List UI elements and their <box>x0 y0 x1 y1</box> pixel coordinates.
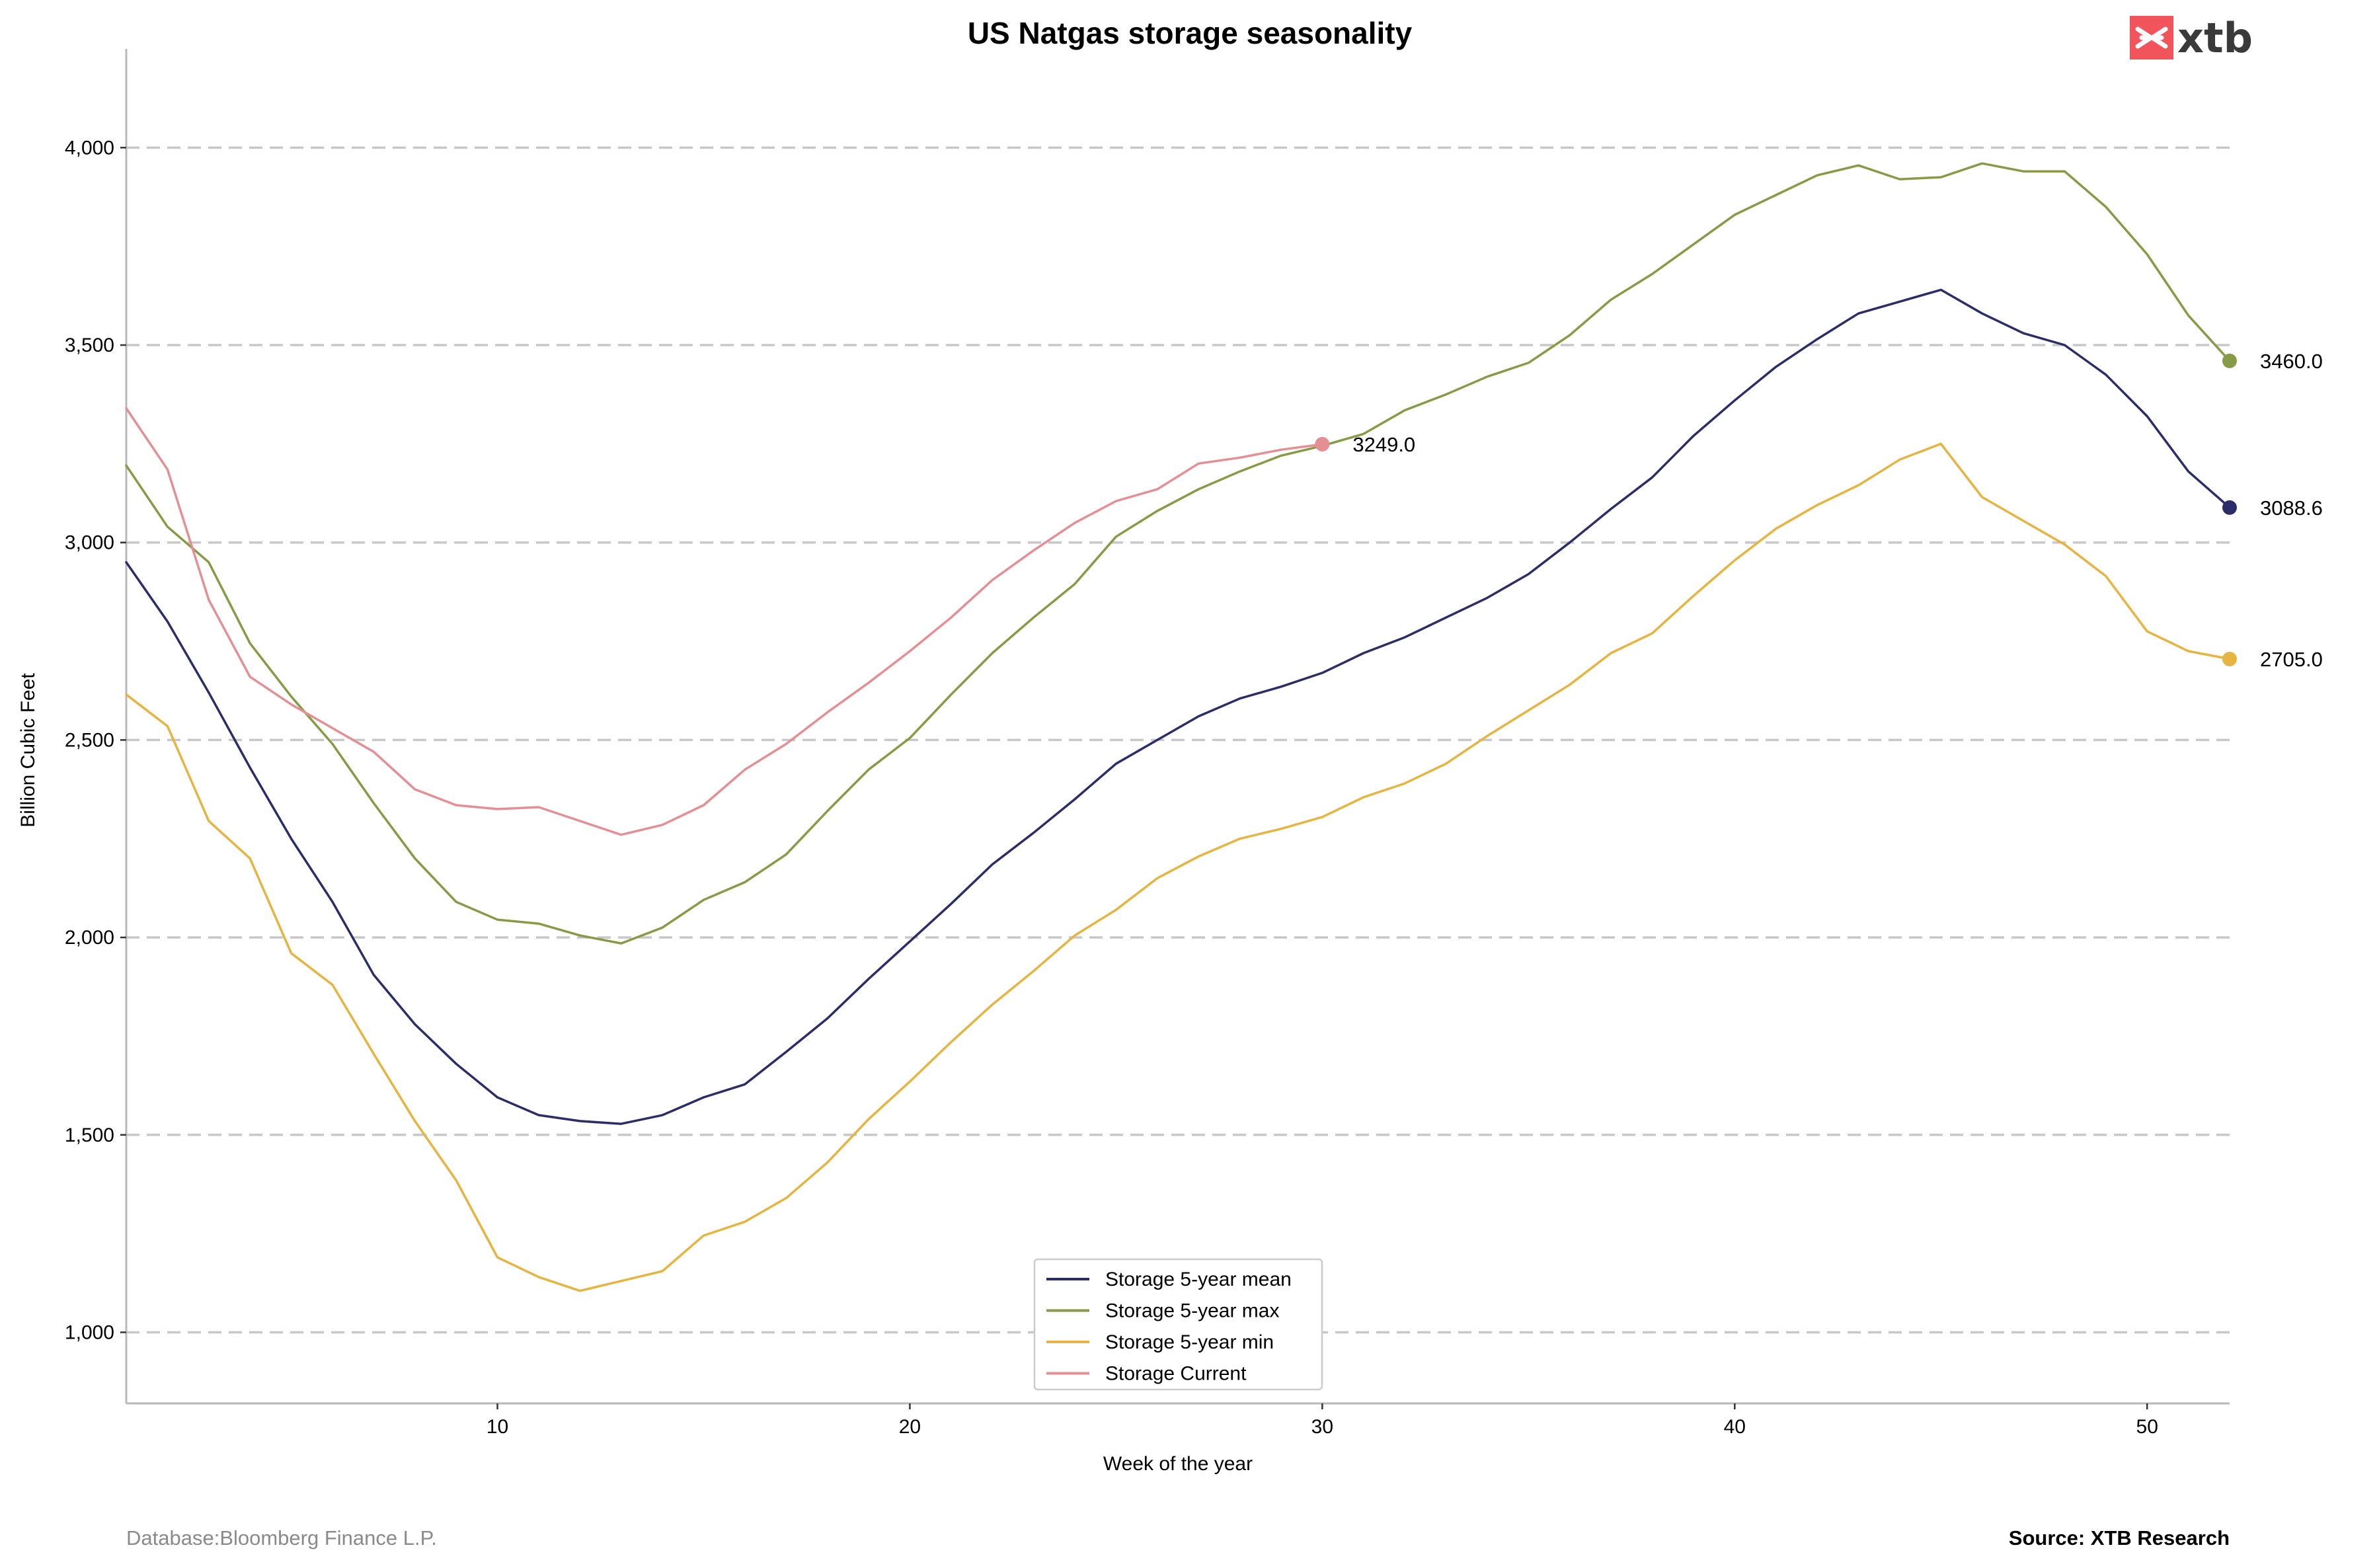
series-line-storage-current <box>125 407 1324 836</box>
x-tick-label: 40 <box>1724 1416 1746 1438</box>
x-tick-label: 30 <box>1311 1416 1333 1438</box>
endpoint-marker-storage-5-year-mean <box>2222 500 2237 515</box>
axes <box>125 49 2230 1405</box>
y-axis-title: Billion Cubic Feet <box>17 673 39 828</box>
xtb-logo-x-icon <box>2135 26 2168 49</box>
endpoint-marker-storage-5-year-max <box>2222 353 2237 368</box>
y-tick-label: 4,000 <box>65 137 114 159</box>
y-tick-label: 3,500 <box>65 334 114 356</box>
chart-title: US Natgas storage seasonality <box>968 16 1413 50</box>
x-tick-label: 50 <box>2136 1416 2158 1438</box>
legend-box <box>1033 1258 1323 1391</box>
footer-database: Database:Bloomberg Finance L.P. <box>126 1526 437 1549</box>
endpoint-marker-storage-current <box>1315 436 1330 451</box>
legend-items: Storage 5-year mean Storage 5-year max Sto… <box>1046 1269 1292 1385</box>
legend-label-storage-current: Storage Current <box>1105 1363 1247 1385</box>
endpoint-marker-storage-5-year-min <box>2222 651 2237 666</box>
y-tick-label: 3,000 <box>65 532 114 554</box>
y-tick-label: 2,000 <box>65 927 114 949</box>
legend-label-storage-5-year-min: Storage 5-year min <box>1105 1331 1274 1353</box>
y-tick-label: 2,500 <box>65 729 114 751</box>
y-axis-ticks: 1,000 1,500 2,000 2,500 3,000 3,500 4,000 <box>65 137 126 1343</box>
legend-label-storage-5-year-max: Storage 5-year max <box>1105 1300 1279 1322</box>
endpoint-label-storage-current: 3249.0 <box>1352 433 1415 456</box>
y-tick-label: 1,000 <box>65 1321 114 1343</box>
x-axis-ticks: 10 20 30 40 50 <box>487 1403 2158 1438</box>
y-tick-label: 1,500 <box>65 1124 114 1146</box>
series-endpoints: 2705.0 3460.0 3088.6 3249.0 <box>1315 350 2323 671</box>
y-gridlines <box>126 146 2230 1334</box>
endpoint-label-storage-5-year-mean: 3088.6 <box>2260 496 2323 520</box>
footer-source: Source: XTB Research <box>2009 1526 2230 1549</box>
series-line-storage-5-year-max <box>125 162 2231 945</box>
x-tick-label: 20 <box>899 1416 921 1438</box>
series-line-storage-5-year-min <box>125 442 2231 1292</box>
series-lines <box>125 162 2231 1292</box>
legend-label-storage-5-year-mean: Storage 5-year mean <box>1105 1269 1292 1290</box>
xtb-logo: xtb <box>2130 14 2253 62</box>
endpoint-label-storage-5-year-max: 3460.0 <box>2260 350 2323 373</box>
series-line-storage-5-year-mean <box>125 288 2231 1125</box>
legend: Storage 5-year mean Storage 5-year max Sto… <box>1033 1258 1323 1391</box>
x-axis-title: Week of the year <box>1103 1453 1253 1475</box>
endpoint-label-storage-5-year-min: 2705.0 <box>2260 648 2323 671</box>
xtb-logo-text: xtb <box>2177 14 2253 62</box>
x-tick-label: 10 <box>487 1416 508 1438</box>
